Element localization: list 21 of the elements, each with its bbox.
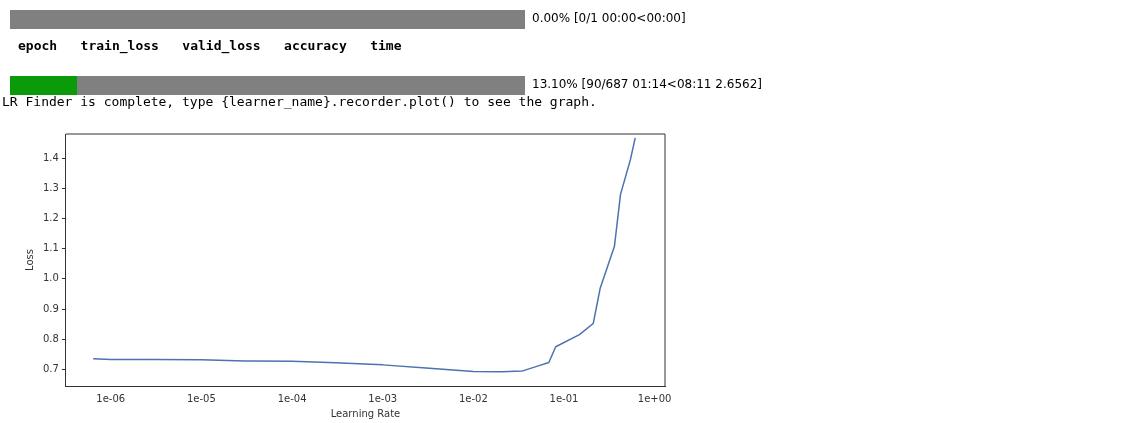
y-tick-label: 1.3 [43, 181, 59, 193]
x-tick-label: 1e-05 [186, 392, 216, 404]
x-tick-label: 1e+00 [637, 392, 672, 404]
y-tick-label: 1.1 [43, 242, 59, 254]
text: 13.10% [90/687 01:14<08:11 2.6562] [532, 77, 762, 91]
y-tick-label: 0.8 [43, 332, 59, 344]
text: 0.00% [0/1 00:00<00:00] [532, 11, 686, 25]
y-tick-label: 1.4 [43, 151, 59, 163]
x-tick-label: 1e-01 [549, 392, 579, 404]
x-tick-label: 1e-06 [96, 392, 126, 404]
text: epoch train_loss valid_loss accuracy time [18, 38, 402, 53]
x-tick-label: 1e-02 [458, 392, 488, 404]
x-tick-label: 1e-04 [277, 392, 307, 404]
y-tick-label: 1.2 [43, 212, 59, 224]
y-axis-title: Loss [23, 249, 35, 271]
y-tick-label: 0.7 [43, 362, 59, 374]
y-tick-label: 0.9 [43, 302, 59, 314]
text: LR Finder is complete, type {learner_name}.recorder.plot() to see the graph. [2, 94, 597, 109]
x-axis-title: Learning Rate [330, 407, 401, 419]
y-tick-label: 1.0 [43, 272, 59, 284]
x-tick-label: 1e-03 [368, 392, 398, 404]
